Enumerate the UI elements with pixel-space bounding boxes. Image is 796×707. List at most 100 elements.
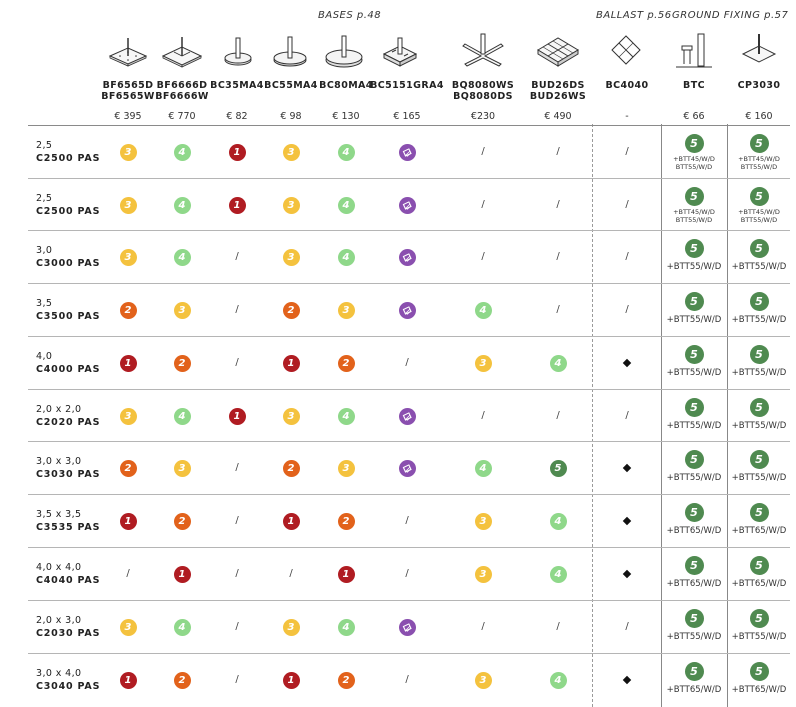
not-compatible-mark: / <box>235 515 239 526</box>
fixing-accessory-cp: +BTT55/W/D <box>731 421 787 431</box>
row-divider <box>28 441 790 442</box>
row-divider <box>28 178 790 179</box>
product-code-bc55: BC55MA4 <box>264 80 318 91</box>
row-code: C2500 PAS <box>36 206 101 217</box>
fixing-accessory-line: +BTT55/W/D <box>666 368 722 378</box>
fixing-accessory-cp: +BTT45/W/D BTT55/W/D <box>738 155 780 171</box>
ground-fixing-badge: 5 <box>684 450 704 469</box>
product-price-bud26: € 490 <box>544 111 572 122</box>
row-size: 3,0 x 3,0 <box>36 456 82 467</box>
not-compatible-mark: / <box>625 146 629 157</box>
ground-fixing-badge: 5 <box>749 239 769 258</box>
fixing-accessory-cp: +BTT55/W/D <box>732 633 787 642</box>
ground-fixing-divider <box>727 124 728 707</box>
not-compatible-mark: / <box>289 568 293 579</box>
weight-class-badge: 4 <box>173 143 191 161</box>
row-size: 3,5 <box>36 298 53 309</box>
ground-fixing-badge: 5 <box>684 398 704 417</box>
not-compatible-mark: / <box>625 410 629 421</box>
weight-class-badge: 3 <box>337 301 355 319</box>
not-compatible-mark: / <box>235 251 239 262</box>
not-compatible-mark: / <box>481 146 485 157</box>
weight-class-badge: 2 <box>173 671 191 689</box>
not-compatible-mark: / <box>556 304 560 315</box>
row-divider <box>28 653 790 654</box>
not-compatible-mark: / <box>235 462 239 473</box>
weight-class-badge: 4 <box>173 407 191 425</box>
ground-tube-icon <box>676 33 712 68</box>
weight-class-badge: 4 <box>474 301 492 319</box>
not-compatible-mark: / <box>625 199 629 210</box>
row-label: 3,0 x 4,0 C3040 PAS <box>36 667 100 693</box>
fixing-accessory-line: +BTT45/W/D <box>673 155 715 163</box>
weight-class-badge: 3 <box>474 671 492 689</box>
not-compatible-mark: / <box>405 674 409 685</box>
row-code: C2020 PAS <box>36 417 101 428</box>
not-compatible-mark: / <box>235 304 239 315</box>
product-code-bc80: BC80MA4 <box>319 80 373 91</box>
row-size: 3,0 x 4,0 <box>36 668 82 679</box>
fixing-accessory-btc: +BTT45/W/D BTT55/W/D <box>673 155 715 171</box>
row-label: 2,5 C2500 PAS <box>36 139 100 165</box>
weight-class-badge: 3 <box>337 459 355 477</box>
product-code-btc: BTC <box>683 80 705 91</box>
weight-class-badge: 3 <box>119 407 137 425</box>
product-code-bud26: BUD26DS BUD26WS <box>529 80 587 102</box>
fixing-accessory-line: +BTT45/W/D <box>738 208 780 216</box>
weight-class-badge: 2 <box>282 301 300 319</box>
weight-class-badge: 4 <box>474 459 492 477</box>
not-compatible-mark: / <box>625 251 629 262</box>
row-divider <box>28 125 790 126</box>
ground-plate-icon <box>741 34 777 63</box>
product-code-cp3030: CP3030 <box>737 80 781 91</box>
granite-base-icon <box>382 37 418 67</box>
ground-fixing-badge: 5 <box>749 187 769 206</box>
fixing-accessory-cp: +BTT65/W/D <box>732 686 787 695</box>
ground-fixing-badge: 5 <box>749 556 769 575</box>
row-label: 4,0 C4000 PAS <box>36 350 100 376</box>
row-size: 2,0 x 2,0 <box>36 404 82 415</box>
row-size: 3,5 x 3,5 <box>36 509 82 520</box>
ground-fixing-divider <box>661 124 662 707</box>
weight-class-badge: 3 <box>474 565 492 583</box>
not-compatible-mark: / <box>556 621 560 632</box>
weight-class-badge: 2 <box>337 671 355 689</box>
row-divider <box>28 336 790 337</box>
fixing-accessory-cp: +BTT65/W/D <box>732 580 787 589</box>
ground-fixing-badge: 5 <box>749 609 769 628</box>
row-size: 3,0 <box>36 245 53 256</box>
product-price-bq8080: €230 <box>470 111 496 122</box>
row-code: C2030 PAS <box>36 628 101 639</box>
fixing-accessory-line: +BTT55/W/D <box>731 421 787 431</box>
weight-class-badge: 3 <box>119 143 137 161</box>
product-code-bf6565: BF6565D BF6565W <box>101 80 155 102</box>
diamond-icon <box>622 358 632 368</box>
not-compatible-mark: / <box>405 515 409 526</box>
ground-fixing-badge: 5 <box>684 556 704 575</box>
round-base-icon <box>273 36 307 67</box>
weight-class-badge: 4 <box>549 512 567 530</box>
weight-class-badge: 3 <box>119 618 137 636</box>
row-divider <box>28 600 790 601</box>
weight-class-badge: 4 <box>549 671 567 689</box>
round-base-icon <box>325 35 363 68</box>
not-compatible-mark: / <box>556 251 560 262</box>
not-compatible-mark: / <box>235 621 239 632</box>
not-compatible-mark: / <box>235 568 239 579</box>
weight-class-badge: 4 <box>549 354 567 372</box>
weight-class-badge: 4 <box>173 248 191 266</box>
weight-class-badge: 2 <box>337 354 355 372</box>
product-price-bc4040: - <box>625 111 629 122</box>
weight-class-badge: 2 <box>119 301 137 319</box>
row-label: 2,0 x 3,0 C2030 PAS <box>36 614 100 640</box>
fixing-accessory-line: +BTT55/W/D <box>731 262 787 272</box>
fixing-accessory-cp: +BTT55/W/D <box>731 262 787 272</box>
weight-class-badge: 2 <box>173 512 191 530</box>
weight-class-badge: 3 <box>474 512 492 530</box>
ground-fixing-badge: 5 <box>684 239 704 258</box>
ballast-dashed-divider <box>592 124 593 707</box>
not-compatible-mark: / <box>556 410 560 421</box>
row-code: C3040 PAS <box>36 681 101 692</box>
fixing-accessory-line: BTT55/W/D <box>675 216 713 224</box>
row-label: 2,0 x 2,0 C2020 PAS <box>36 403 100 429</box>
